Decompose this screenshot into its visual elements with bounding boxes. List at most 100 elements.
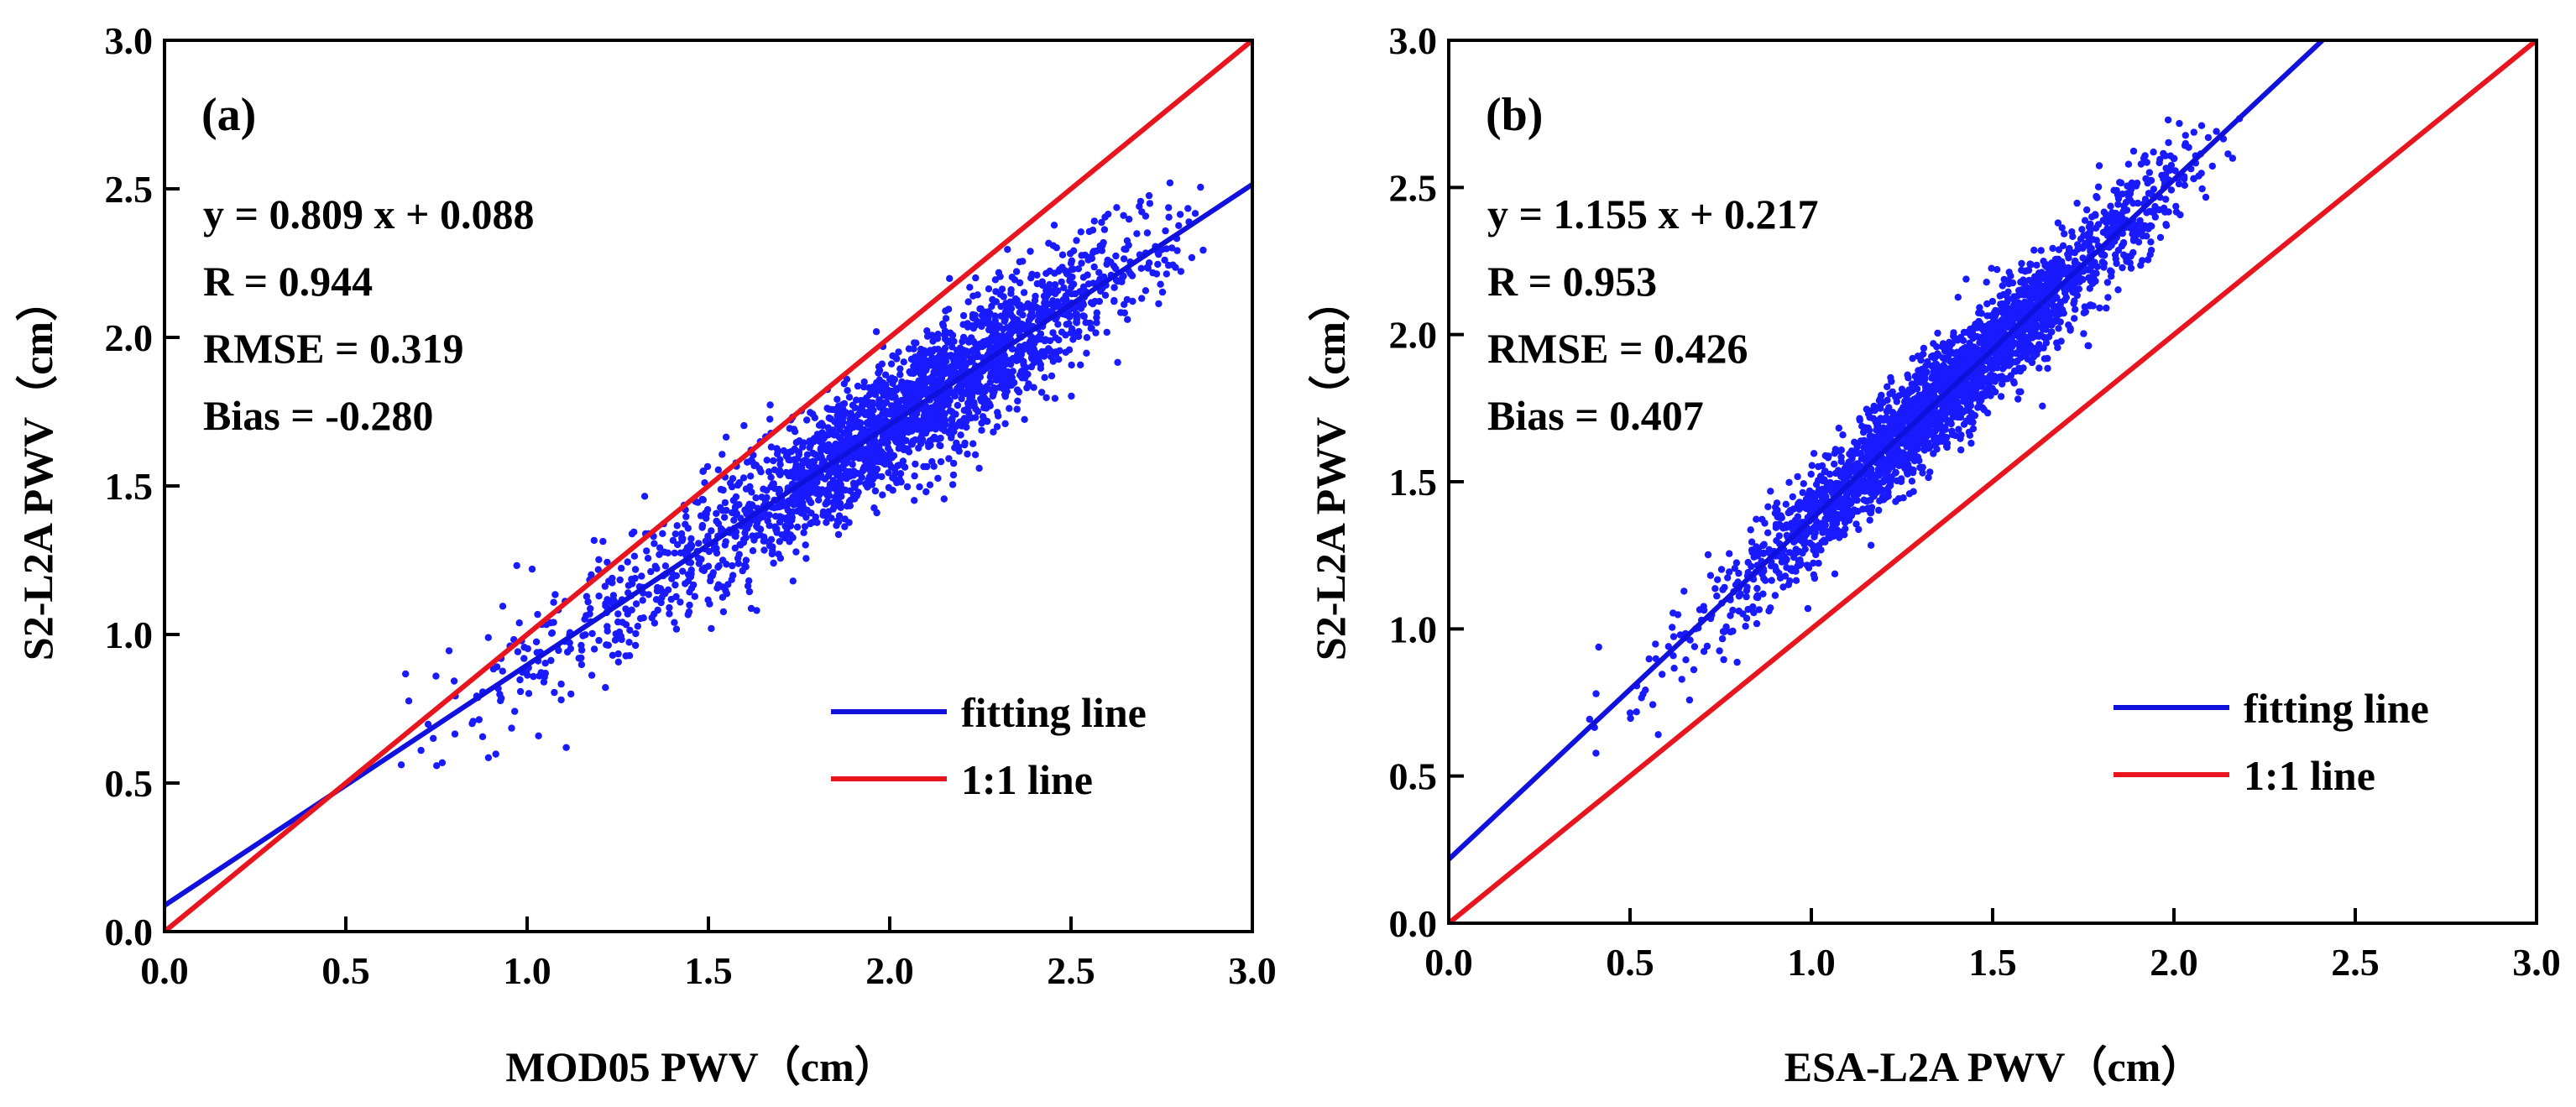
scatter-point-b — [1885, 483, 1893, 491]
scatter-point-a — [1035, 333, 1042, 341]
scatter-point-a — [685, 608, 693, 616]
scatter-point-a — [1084, 271, 1091, 279]
scatter-point-a — [739, 567, 746, 575]
scatter-point-a — [755, 465, 763, 473]
scatter-point-b — [1941, 347, 1949, 355]
scatter-point-a — [1085, 227, 1094, 236]
scatter-point-a — [912, 353, 919, 361]
scatter-point-a — [833, 395, 841, 403]
scatter-point-b — [1800, 480, 1807, 488]
scatter-point-a — [818, 440, 826, 447]
scatter-point-b — [1880, 434, 1888, 442]
scatter-point-a — [1138, 208, 1146, 216]
scatter-point-a — [402, 670, 410, 678]
scatter-point-a — [895, 348, 902, 356]
scatter-point-a — [800, 529, 807, 536]
scatter-point-a — [974, 291, 981, 299]
scatter-point-b — [1901, 402, 1909, 410]
scatter-point-a — [926, 481, 934, 488]
scatter-point-a — [982, 385, 990, 393]
scatter-point-a — [718, 451, 726, 458]
scatter-point-b — [1804, 604, 1812, 613]
scatter-point-b — [2061, 230, 2068, 238]
scatter-point-b — [2156, 233, 2165, 242]
scatter-point-a — [1089, 279, 1097, 287]
scatter-point-a — [609, 651, 617, 659]
scatter-point-b — [1810, 546, 1817, 554]
scatter-point-a — [949, 471, 958, 479]
scatter-point-a — [785, 456, 792, 464]
scatter-point-a — [933, 379, 941, 386]
scatter-point-a — [1165, 213, 1173, 221]
scatter-point-a — [948, 343, 956, 351]
scatter-point-a — [821, 475, 829, 483]
scatter-point-a — [608, 598, 615, 606]
scatter-point-a — [475, 716, 483, 723]
scatter-point-a — [911, 497, 918, 504]
scatter-point-b — [2053, 339, 2061, 347]
scatter-point-b — [1967, 345, 1974, 352]
scatter-point-a — [1000, 293, 1007, 300]
scatter-point-b — [1626, 709, 1634, 717]
scatter-point-a — [397, 761, 405, 769]
scatter-point-a — [881, 371, 890, 379]
scatter-point-a — [865, 476, 872, 484]
scatter-point-a — [1042, 336, 1049, 343]
scatter-point-a — [1050, 222, 1058, 229]
scatter-point-a — [1006, 330, 1015, 337]
scatter-point-b — [1855, 525, 1863, 534]
scatter-point-b — [2004, 288, 2012, 295]
scatter-point-b — [2096, 304, 2103, 312]
scatter-point-a — [1155, 300, 1163, 308]
scatter-point-a — [941, 344, 949, 352]
scatter-point-b — [2094, 183, 2103, 191]
scatter-point-a — [910, 345, 917, 352]
scatter-point-b — [1910, 488, 1917, 495]
scatter-point-b — [2098, 258, 2107, 266]
scatter-point-a — [1079, 283, 1088, 290]
scatter-point-a — [661, 589, 669, 598]
scatter-point-b — [1808, 462, 1816, 469]
scatter-point-b — [2017, 388, 2025, 395]
scatter-point-a — [916, 483, 923, 491]
scatter-point-a — [1047, 352, 1055, 361]
scatter-point-b — [1670, 665, 1678, 672]
scatter-point-b — [1690, 666, 1698, 674]
scatter-point-a — [671, 619, 678, 626]
scatter-point-b — [2065, 321, 2072, 329]
scatter-point-a — [975, 464, 983, 473]
scatter-point-b — [1928, 431, 1936, 439]
scatter-point-a — [1078, 259, 1085, 267]
scatter-point-b — [1771, 592, 1779, 599]
scatter-point-a — [651, 610, 658, 618]
scatter-point-a — [1191, 210, 1199, 217]
scatter-point-b — [1867, 541, 1875, 549]
scatter-point-b — [2137, 261, 2145, 269]
scatter-point-a — [974, 408, 982, 415]
scatter-point-b — [2058, 224, 2066, 232]
scatter-point-a — [937, 457, 945, 466]
scatter-point-a — [625, 639, 633, 646]
scatter-point-a — [829, 448, 837, 456]
scatter-point-b — [1717, 566, 1726, 573]
scatter-point-b — [2182, 132, 2189, 139]
scatter-point-a — [682, 580, 689, 587]
scatter-point-a — [789, 577, 797, 585]
scatter-point-a — [801, 523, 809, 530]
scatter-point-a — [980, 316, 988, 323]
scatter-point-b — [2040, 355, 2049, 363]
scatter-point-a — [1112, 252, 1120, 260]
scatter-point-b — [1954, 294, 1962, 301]
scatter-point-a — [789, 496, 797, 504]
scatter-point-b — [2190, 128, 2197, 136]
scatter-point-a — [992, 298, 1001, 305]
scatter-point-a — [872, 328, 880, 336]
scatter-point-a — [1157, 280, 1164, 288]
scatter-point-a — [590, 645, 598, 653]
scatter-point-b — [1913, 385, 1921, 393]
scatter-point-a — [729, 475, 737, 483]
scatter-point-a — [770, 559, 777, 567]
scatter-point-a — [666, 610, 673, 618]
scatter-point-b — [1782, 500, 1790, 508]
scatter-point-a — [1038, 278, 1047, 285]
